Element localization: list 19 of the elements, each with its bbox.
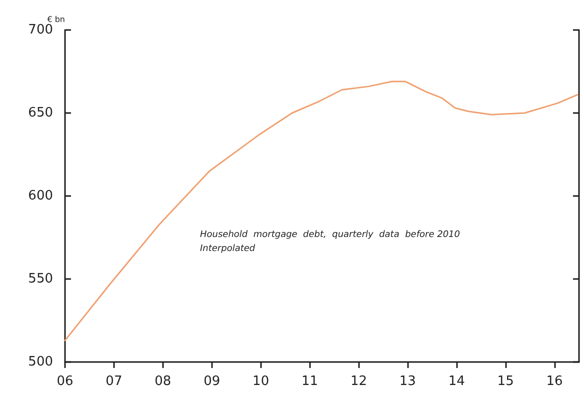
- x-tick-label: 09: [204, 374, 220, 389]
- x-tick-label: 10: [252, 374, 270, 389]
- y-tick-label: 650: [28, 106, 53, 120]
- x-tick-label: 08: [154, 374, 172, 389]
- line-series: [64, 80, 578, 342]
- y-axis-title: € bn: [47, 15, 65, 24]
- y-tick-label: 600: [28, 188, 53, 204]
- x-tick-label: 11: [301, 374, 318, 389]
- x-tick-label: 16: [546, 374, 563, 389]
- annotation: Household mortgage debt, quarterly data before 2010 Interpolated: [200, 230, 466, 254]
- y-tick-label: 550: [28, 272, 53, 286]
- x-tick-label: 14: [448, 374, 465, 389]
- x-tick-label: 07: [106, 374, 122, 389]
- x-tick-label: 13: [399, 374, 416, 389]
- x-tick-label: 12: [350, 374, 367, 389]
- y-tick-label: 500: [28, 354, 53, 370]
- x-tick-label: 15: [497, 374, 514, 389]
- y-tick-label: 700: [28, 22, 53, 38]
- x-tick-label: 06: [56, 374, 74, 389]
